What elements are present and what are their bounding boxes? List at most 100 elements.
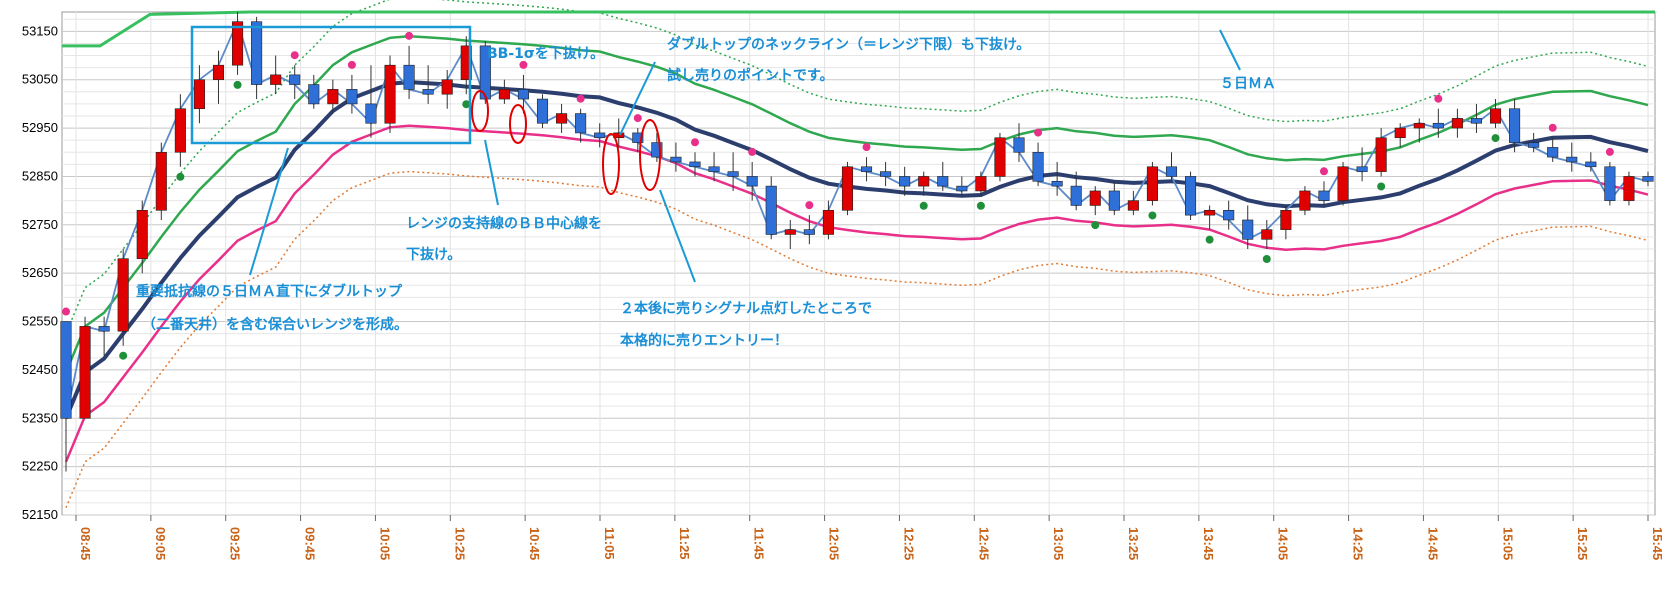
candle-body	[1127, 200, 1139, 211]
y-tick-label: 53050	[22, 72, 58, 87]
callout-line-2	[484, 139, 499, 206]
signal-dot	[347, 60, 356, 69]
signal-dot	[1377, 182, 1386, 191]
signal-dot	[690, 138, 699, 147]
candle-body	[880, 171, 892, 177]
signal-dot	[462, 100, 471, 109]
candle-body	[594, 132, 606, 139]
candle-body	[60, 321, 72, 419]
signal-dot	[633, 114, 642, 123]
candle-body	[79, 326, 91, 419]
candle-body	[899, 176, 911, 187]
candle-body	[1089, 190, 1101, 206]
candle-body	[479, 45, 491, 100]
x-tick-label: 10:45	[527, 527, 542, 560]
candle-body	[994, 137, 1006, 177]
candle-body	[1451, 118, 1463, 129]
annotation-range-1: 重要抵抗線の５日ＭＡ直下にダブルトップ	[136, 283, 403, 300]
signal-dot	[1548, 123, 1557, 132]
candle-body	[1299, 190, 1311, 211]
y-tick-label: 52450	[22, 362, 58, 377]
candle-body	[155, 151, 167, 211]
candle-body	[765, 185, 777, 235]
candle-body	[1223, 209, 1235, 221]
annotation-bb-minus1: BB-1σを下抜け。	[487, 45, 604, 62]
signal-dot	[176, 172, 185, 181]
candle-body	[212, 64, 225, 81]
candle-body	[289, 74, 301, 85]
candle-body	[822, 209, 834, 235]
ma5-line	[62, 10, 1655, 48]
candle-body	[384, 64, 396, 124]
candle-body	[1185, 176, 1197, 216]
signal-dot	[290, 51, 299, 60]
annotation-neckline-2: 試し売りのポイントです。	[667, 67, 834, 84]
signal-dot	[748, 147, 757, 156]
y-axis: 52150 52250 52350 52450 52550 52650 52750 52850…	[22, 23, 58, 522]
x-tick-label: 12:45	[976, 527, 991, 560]
y-tick-label: 52550	[22, 314, 58, 329]
x-tick-label: 14:45	[1425, 527, 1440, 560]
y-tick-label: 52250	[22, 459, 58, 474]
candle-body	[575, 113, 587, 134]
candle-body	[670, 156, 682, 163]
candle-body	[1528, 142, 1540, 148]
candle-body	[956, 185, 968, 192]
circle-marker-4	[639, 119, 661, 191]
candle-body	[1204, 209, 1216, 216]
signal-dot	[1319, 167, 1328, 176]
candle-body	[174, 108, 186, 153]
candle-body	[975, 176, 987, 192]
candle-body	[403, 64, 415, 90]
signal-dot	[976, 201, 985, 210]
signal-dot	[62, 307, 70, 316]
y-tick-label: 53150	[22, 23, 58, 38]
candle-body	[746, 176, 758, 187]
candle-body	[1432, 122, 1444, 129]
candle-body	[327, 89, 339, 105]
candle-body	[1261, 229, 1273, 240]
signal-dot	[519, 60, 528, 69]
candle-body	[1642, 176, 1654, 182]
callout-line-5	[1219, 29, 1241, 71]
candle-body	[1566, 156, 1578, 163]
x-tick-label: 13:45	[1201, 527, 1216, 560]
candle-body	[1280, 209, 1292, 230]
callout-line-1	[249, 147, 289, 276]
range-box	[190, 25, 472, 145]
x-tick-label: 12:05	[827, 527, 842, 560]
candle-body	[1547, 147, 1559, 158]
x-tick-label: 15:25	[1575, 527, 1590, 560]
circle-marker-2	[509, 104, 527, 144]
x-axis: 08:45 09:05 09:25 09:45 10:05 10:25 10:45 11:05…	[75, 515, 1665, 560]
candle-body	[937, 176, 949, 187]
candle-body	[365, 103, 377, 124]
candle-body	[803, 229, 815, 235]
candle-body	[1470, 118, 1482, 124]
x-tick-label: 09:45	[303, 527, 318, 560]
bb-mid-line	[64, 80, 1649, 420]
x-tick-label: 08:45	[78, 527, 93, 560]
candle-body	[251, 21, 263, 85]
signal-dot	[1091, 221, 1100, 230]
candle-body	[98, 326, 110, 332]
candles	[60, 12, 1654, 472]
y-tick-label: 52350	[22, 410, 58, 425]
y-tick-label: 52850	[22, 168, 58, 183]
candle-body	[1242, 219, 1254, 240]
signal-dot	[233, 80, 242, 89]
circle-marker-1	[471, 90, 489, 132]
candle-body	[841, 166, 854, 211]
candle-body	[136, 209, 148, 259]
x-tick-label: 11:45	[752, 527, 767, 560]
signal-dot	[1205, 235, 1214, 244]
candle-body	[918, 176, 930, 187]
candle-body	[1413, 122, 1425, 129]
signal-dot	[862, 143, 871, 152]
candle-body	[498, 89, 510, 100]
x-tick-label: 12:25	[901, 527, 916, 560]
circle-marker-3	[602, 133, 620, 195]
annotation-signal-1: ２本後に売りシグナル点灯したところで	[620, 300, 872, 317]
candle-body	[1375, 137, 1387, 172]
candle-body	[1604, 166, 1616, 201]
